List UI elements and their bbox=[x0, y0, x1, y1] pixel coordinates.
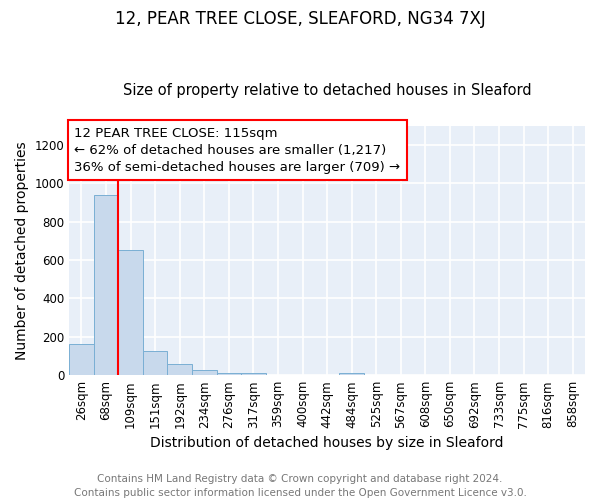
Bar bbox=[217, 373, 241, 375]
Text: Contains HM Land Registry data © Crown copyright and database right 2024.
Contai: Contains HM Land Registry data © Crown c… bbox=[74, 474, 526, 498]
Title: Size of property relative to detached houses in Sleaford: Size of property relative to detached ho… bbox=[123, 83, 532, 98]
Bar bbox=[69, 344, 94, 375]
Text: 12, PEAR TREE CLOSE, SLEAFORD, NG34 7XJ: 12, PEAR TREE CLOSE, SLEAFORD, NG34 7XJ bbox=[115, 10, 485, 28]
Bar bbox=[94, 194, 118, 375]
Text: 12 PEAR TREE CLOSE: 115sqm
← 62% of detached houses are smaller (1,217)
36% of s: 12 PEAR TREE CLOSE: 115sqm ← 62% of deta… bbox=[74, 127, 400, 174]
Bar bbox=[143, 350, 167, 375]
Bar bbox=[241, 373, 266, 375]
Bar bbox=[118, 250, 143, 375]
X-axis label: Distribution of detached houses by size in Sleaford: Distribution of detached houses by size … bbox=[151, 436, 504, 450]
Y-axis label: Number of detached properties: Number of detached properties bbox=[15, 141, 29, 360]
Bar bbox=[340, 373, 364, 375]
Bar bbox=[167, 364, 192, 375]
Bar bbox=[192, 370, 217, 375]
